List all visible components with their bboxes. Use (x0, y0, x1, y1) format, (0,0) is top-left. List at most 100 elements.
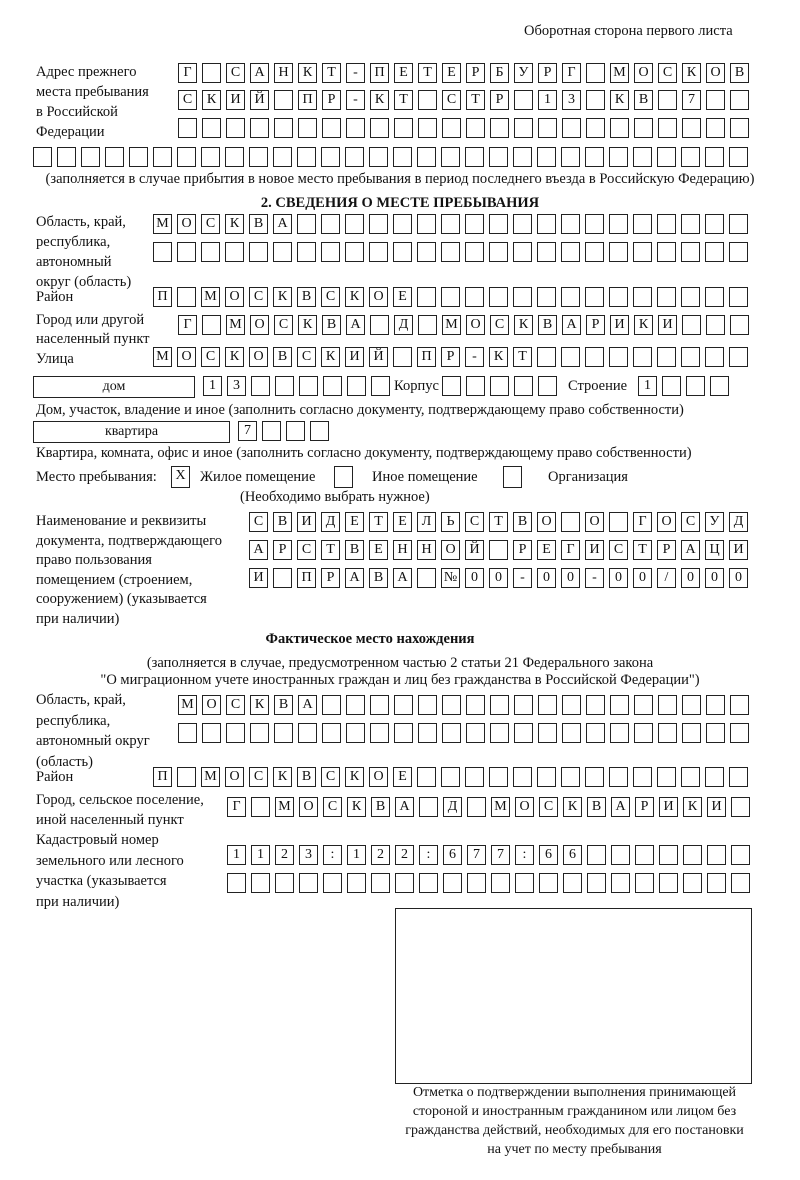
char-cell[interactable]: 0 (489, 568, 508, 588)
char-cell[interactable] (513, 214, 532, 234)
char-cell[interactable]: К (683, 797, 702, 817)
char-cell[interactable]: Е (393, 767, 412, 787)
char-cell[interactable]: - (513, 568, 532, 588)
char-cell[interactable]: С (274, 315, 293, 335)
char-cell[interactable]: Г (227, 797, 246, 817)
char-cell[interactable]: И (658, 315, 677, 335)
char-cell[interactable]: О (515, 797, 534, 817)
char-cell[interactable] (442, 695, 461, 715)
char-cell[interactable] (297, 214, 316, 234)
char-cell[interactable] (322, 118, 341, 138)
char-cell[interactable] (226, 118, 245, 138)
char-cell[interactable] (707, 845, 726, 865)
char-cell[interactable]: С (323, 797, 342, 817)
char-cell[interactable] (370, 723, 389, 743)
char-cell[interactable]: Т (633, 540, 652, 560)
char-cell[interactable]: № (441, 568, 460, 588)
char-cell[interactable]: С (226, 695, 245, 715)
char-cell[interactable] (177, 767, 196, 787)
char-cell[interactable]: О (225, 287, 244, 307)
char-cell[interactable]: О (369, 767, 388, 787)
char-cell[interactable]: К (225, 347, 244, 367)
char-cell[interactable]: В (345, 540, 364, 560)
char-cell[interactable] (321, 242, 340, 262)
char-cell[interactable]: С (201, 214, 220, 234)
char-cell[interactable] (514, 118, 533, 138)
char-cell[interactable]: С (249, 767, 268, 787)
char-cell[interactable] (515, 873, 534, 893)
char-cell[interactable]: Г (178, 63, 197, 83)
char-cell[interactable]: Д (443, 797, 462, 817)
char-cell[interactable] (682, 118, 701, 138)
char-cell[interactable] (370, 695, 389, 715)
char-cell[interactable]: О (177, 214, 196, 234)
char-cell[interactable] (249, 242, 268, 262)
char-cell[interactable] (225, 242, 244, 262)
char-cell[interactable] (442, 118, 461, 138)
char-cell[interactable] (297, 147, 316, 167)
char-cell[interactable]: Р (538, 63, 557, 83)
apartment-type-field[interactable]: квартира (33, 421, 230, 443)
char-cell[interactable]: Р (586, 315, 605, 335)
char-cell[interactable]: К (634, 315, 653, 335)
char-cell[interactable]: А (681, 540, 700, 560)
char-cell[interactable] (153, 147, 172, 167)
char-cell[interactable] (706, 315, 725, 335)
char-cell[interactable] (273, 147, 292, 167)
char-cell[interactable] (466, 376, 485, 396)
char-cell[interactable] (681, 147, 700, 167)
char-cell[interactable]: А (562, 315, 581, 335)
char-cell[interactable] (310, 421, 329, 441)
char-cell[interactable] (585, 214, 604, 234)
char-cell[interactable]: Р (322, 90, 341, 110)
char-cell[interactable]: Т (489, 512, 508, 532)
char-cell[interactable]: О (369, 287, 388, 307)
char-cell[interactable] (491, 873, 510, 893)
char-cell[interactable]: С (681, 512, 700, 532)
char-cell[interactable]: А (250, 63, 269, 83)
char-cell[interactable]: 0 (681, 568, 700, 588)
char-cell[interactable] (262, 421, 281, 441)
confirmation-mark-box[interactable] (395, 908, 752, 1084)
char-cell[interactable] (610, 695, 629, 715)
char-cell[interactable] (489, 287, 508, 307)
char-cell[interactable] (657, 287, 676, 307)
char-cell[interactable]: А (298, 695, 317, 715)
char-cell[interactable]: С (249, 512, 268, 532)
char-cell[interactable]: 1 (638, 376, 657, 396)
char-cell[interactable]: В (634, 90, 653, 110)
char-cell[interactable] (347, 376, 366, 396)
char-cell[interactable] (369, 214, 388, 234)
char-cell[interactable] (323, 376, 342, 396)
char-cell[interactable] (371, 873, 390, 893)
char-cell[interactable] (682, 315, 701, 335)
char-cell[interactable] (370, 118, 389, 138)
char-cell[interactable] (395, 873, 414, 893)
char-cell[interactable] (681, 767, 700, 787)
char-cell[interactable]: Й (250, 90, 269, 110)
char-cell[interactable]: Р (273, 540, 292, 560)
char-cell[interactable]: К (489, 347, 508, 367)
char-cell[interactable] (298, 118, 317, 138)
char-cell[interactable] (202, 315, 221, 335)
char-cell[interactable]: Р (321, 568, 340, 588)
char-cell[interactable]: С (609, 540, 628, 560)
char-cell[interactable] (417, 214, 436, 234)
char-cell[interactable] (297, 242, 316, 262)
char-cell[interactable] (609, 214, 628, 234)
char-cell[interactable] (586, 90, 605, 110)
char-cell[interactable]: С (442, 90, 461, 110)
char-cell[interactable]: М (491, 797, 510, 817)
char-cell[interactable]: В (297, 767, 316, 787)
char-cell[interactable] (657, 147, 676, 167)
char-cell[interactable]: О (634, 63, 653, 83)
char-cell[interactable] (561, 767, 580, 787)
char-cell[interactable] (538, 695, 557, 715)
char-cell[interactable]: С (465, 512, 484, 532)
char-cell[interactable] (585, 147, 604, 167)
char-cell[interactable] (537, 147, 556, 167)
char-cell[interactable] (250, 723, 269, 743)
char-cell[interactable]: К (202, 90, 221, 110)
stay-option-checkbox[interactable]: X (171, 466, 190, 488)
char-cell[interactable] (441, 767, 460, 787)
